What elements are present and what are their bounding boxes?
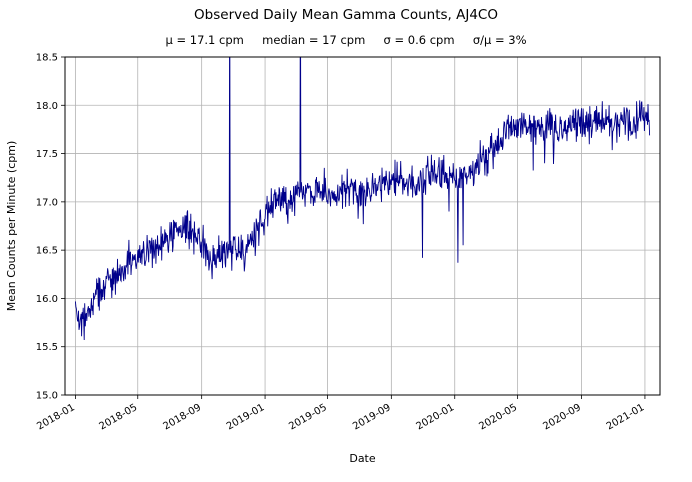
x-tick-label: 2021-01: [605, 402, 647, 432]
tick-marks: [61, 56, 646, 399]
x-tick-label: 2020-09: [541, 402, 583, 432]
y-tick-label: 16.0: [36, 294, 58, 305]
y-tick-label: 15.0: [36, 391, 58, 402]
y-tick-label: 15.5: [36, 342, 58, 353]
x-tick-label: 2018-01: [35, 402, 77, 432]
x-tick-label: 2019-01: [225, 402, 267, 432]
y-tick-label: 18.0: [36, 101, 58, 112]
x-tick-label: 2019-09: [351, 402, 393, 432]
grid: [65, 56, 660, 396]
x-tick-label: 2020-05: [477, 402, 519, 432]
series-line: [74, 57, 651, 341]
x-tick-label: 2019-05: [287, 402, 329, 432]
x-tick-label: 2020-01: [415, 402, 457, 432]
y-axis-label: Mean Counts per Minute (cpm): [5, 141, 18, 312]
y-tick-label: 17.0: [36, 197, 58, 208]
x-axis-label: Date: [349, 452, 376, 465]
plot-frame: [64, 56, 661, 396]
y-tick-label: 18.5: [36, 53, 58, 64]
y-tick-label: 17.5: [36, 149, 58, 160]
x-tick-label: 2018-09: [161, 402, 203, 432]
tick-labels: 15.0 15.5 16.0 16.5 17.0 17.5 18.0 18.5 2018-01 2…: [35, 53, 646, 433]
chart-stats-line: μ = 17.1 cpm median = 17 cpm σ = 0.6 cpm…: [165, 33, 527, 47]
x-tick-label: 2018-05: [98, 402, 140, 432]
chart-title: Observed Daily Mean Gamma Counts, AJ4CO: [194, 7, 498, 23]
y-tick-label: 16.5: [36, 246, 58, 257]
